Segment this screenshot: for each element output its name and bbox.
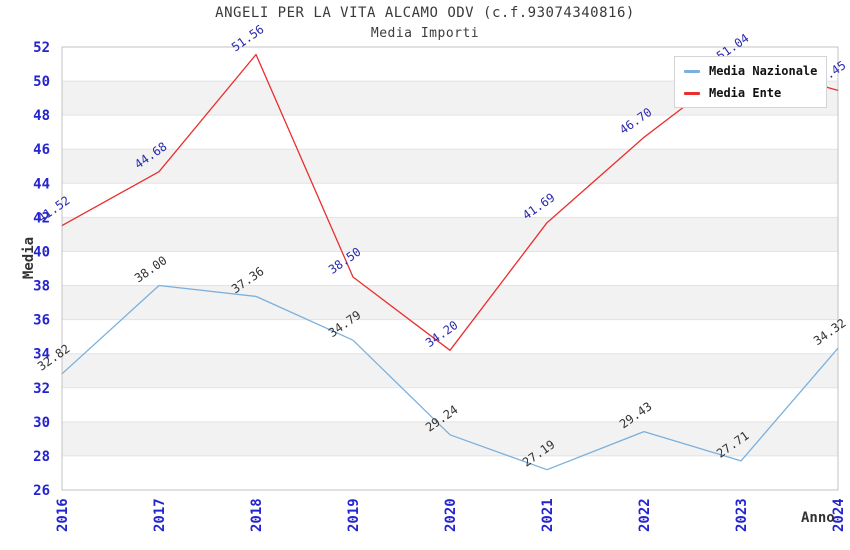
grid-band (62, 217, 838, 252)
grid-band (62, 455, 838, 490)
y-tick-label: 52 (33, 40, 50, 56)
x-tick-label: 2020 (443, 498, 459, 532)
legend-swatch-nazionale-icon (684, 69, 700, 73)
y-tick-label: 42 (33, 210, 50, 226)
y-tick-label: 40 (33, 244, 50, 260)
y-tick-label: 38 (33, 279, 50, 295)
y-tick-label: 34 (33, 347, 50, 363)
grid-band (62, 183, 838, 218)
y-tick-label: 32 (33, 381, 50, 397)
chart-subtitle: Media Importi (370, 26, 480, 41)
y-tick-label: 30 (33, 415, 50, 431)
x-axis-title: Anno (801, 510, 835, 526)
legend-item-media-ente: Media Ente (684, 86, 817, 100)
grid-band (62, 387, 838, 422)
y-tick-label: 36 (33, 313, 50, 329)
grid-band (62, 149, 838, 184)
x-tick-label: 2022 (637, 498, 653, 532)
series-line-media-nazionale (61, 284, 839, 471)
grid-band (62, 285, 838, 320)
x-tick-label: 2018 (249, 498, 265, 532)
legend-label-ente: Media Ente (709, 86, 782, 100)
y-tick-label: 28 (33, 449, 50, 465)
x-tick-label: 2019 (346, 498, 362, 532)
grid-band (62, 421, 838, 456)
y-tick-label: 46 (33, 142, 50, 158)
x-tick-label: 2021 (540, 498, 556, 532)
x-tick-label: 2017 (152, 498, 168, 532)
legend: Media Nazionale Media Ente (674, 56, 828, 108)
y-tick-label: 44 (33, 176, 50, 192)
y-axis-title: Media (21, 236, 37, 280)
y-tick-label: 48 (33, 108, 50, 124)
plot-border (61, 46, 839, 491)
grid-band (62, 353, 838, 388)
grid-band (62, 115, 838, 150)
legend-item-media-nazionale: Media Nazionale (684, 64, 817, 78)
y-tick-label: 50 (33, 74, 50, 90)
chart-title: ANGELI PER LA VITA ALCAMO ODV (c.f.93074… (215, 5, 635, 21)
y-tick-label: 26 (33, 483, 50, 499)
x-tick-label: 2024 (831, 498, 847, 532)
x-tick-label: 2023 (734, 498, 750, 532)
x-tick-label: 2016 (55, 498, 71, 532)
grid-band (62, 319, 838, 354)
legend-swatch-ente-icon (684, 91, 700, 95)
legend-label-nazionale: Media Nazionale (709, 64, 818, 78)
grid-band (62, 251, 838, 286)
